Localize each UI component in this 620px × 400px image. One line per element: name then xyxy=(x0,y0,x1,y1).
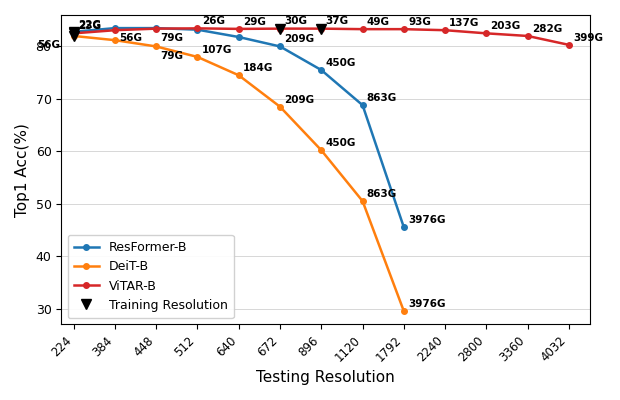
Text: 30G: 30G xyxy=(284,16,307,26)
Line: ViTAR-B: ViTAR-B xyxy=(71,26,572,48)
Line: DeiT-B: DeiT-B xyxy=(71,33,407,314)
ResFormer-B xyxy=(70,29,78,34)
ViTAR-B xyxy=(111,28,118,33)
Text: 209G: 209G xyxy=(284,34,314,44)
Legend: ResFormer-B, DeiT-B, ViTAR-B, Training Resolution: ResFormer-B, DeiT-B, ViTAR-B, Training R… xyxy=(68,235,234,318)
DeiT-B xyxy=(235,73,242,78)
ViTAR-B xyxy=(524,34,531,38)
Text: 3976G: 3976G xyxy=(408,299,446,309)
Text: 22G: 22G xyxy=(78,20,101,30)
ResFormer-B xyxy=(400,225,407,230)
ViTAR-B xyxy=(70,31,78,36)
Text: 56G: 56G xyxy=(38,40,61,50)
Text: 23G: 23G xyxy=(78,21,101,31)
Y-axis label: Top1 Acc(%): Top1 Acc(%) xyxy=(15,123,30,216)
Text: 184G: 184G xyxy=(243,63,273,73)
Text: 450G: 450G xyxy=(326,58,356,68)
X-axis label: Testing Resolution: Testing Resolution xyxy=(256,370,395,385)
Text: 137G: 137G xyxy=(450,18,480,28)
ResFormer-B xyxy=(359,103,366,108)
ViTAR-B xyxy=(565,42,573,47)
Text: 209G: 209G xyxy=(284,94,314,104)
ViTAR-B xyxy=(400,27,407,32)
Text: 3976G: 3976G xyxy=(408,215,446,225)
DeiT-B xyxy=(70,34,78,38)
Text: 37G: 37G xyxy=(326,16,348,26)
Text: 93G: 93G xyxy=(408,17,431,27)
ViTAR-B xyxy=(317,26,325,31)
ResFormer-B xyxy=(111,26,118,30)
DeiT-B xyxy=(359,199,366,204)
ViTAR-B xyxy=(441,28,449,33)
ViTAR-B xyxy=(153,26,160,31)
DeiT-B xyxy=(317,148,325,153)
ViTAR-B xyxy=(194,26,202,31)
DeiT-B xyxy=(153,44,160,49)
Text: 863G: 863G xyxy=(367,93,397,103)
Line: ResFormer-B: ResFormer-B xyxy=(71,25,407,230)
Text: 107G: 107G xyxy=(202,45,232,55)
ViTAR-B xyxy=(483,31,490,36)
Text: 450G: 450G xyxy=(326,138,356,148)
Text: 203G: 203G xyxy=(490,21,521,31)
Text: 29G: 29G xyxy=(243,17,266,27)
Text: 399G: 399G xyxy=(573,33,603,43)
ViTAR-B xyxy=(235,26,242,31)
Text: 282G: 282G xyxy=(532,24,562,34)
Text: 863G: 863G xyxy=(367,189,397,199)
ResFormer-B xyxy=(153,26,160,30)
DeiT-B xyxy=(111,38,118,42)
Text: 49G: 49G xyxy=(367,17,390,27)
ViTAR-B xyxy=(277,26,284,31)
ResFormer-B xyxy=(235,35,242,40)
Text: 26G: 26G xyxy=(202,16,224,26)
ResFormer-B xyxy=(317,68,325,72)
ViTAR-B xyxy=(359,27,366,32)
DeiT-B xyxy=(194,54,202,59)
Text: 79G: 79G xyxy=(161,33,184,43)
Text: 79G: 79G xyxy=(161,51,184,61)
ResFormer-B xyxy=(277,44,284,49)
Text: 56G: 56G xyxy=(119,33,142,43)
DeiT-B xyxy=(277,104,284,109)
DeiT-B xyxy=(400,309,407,314)
ResFormer-B xyxy=(194,27,202,32)
